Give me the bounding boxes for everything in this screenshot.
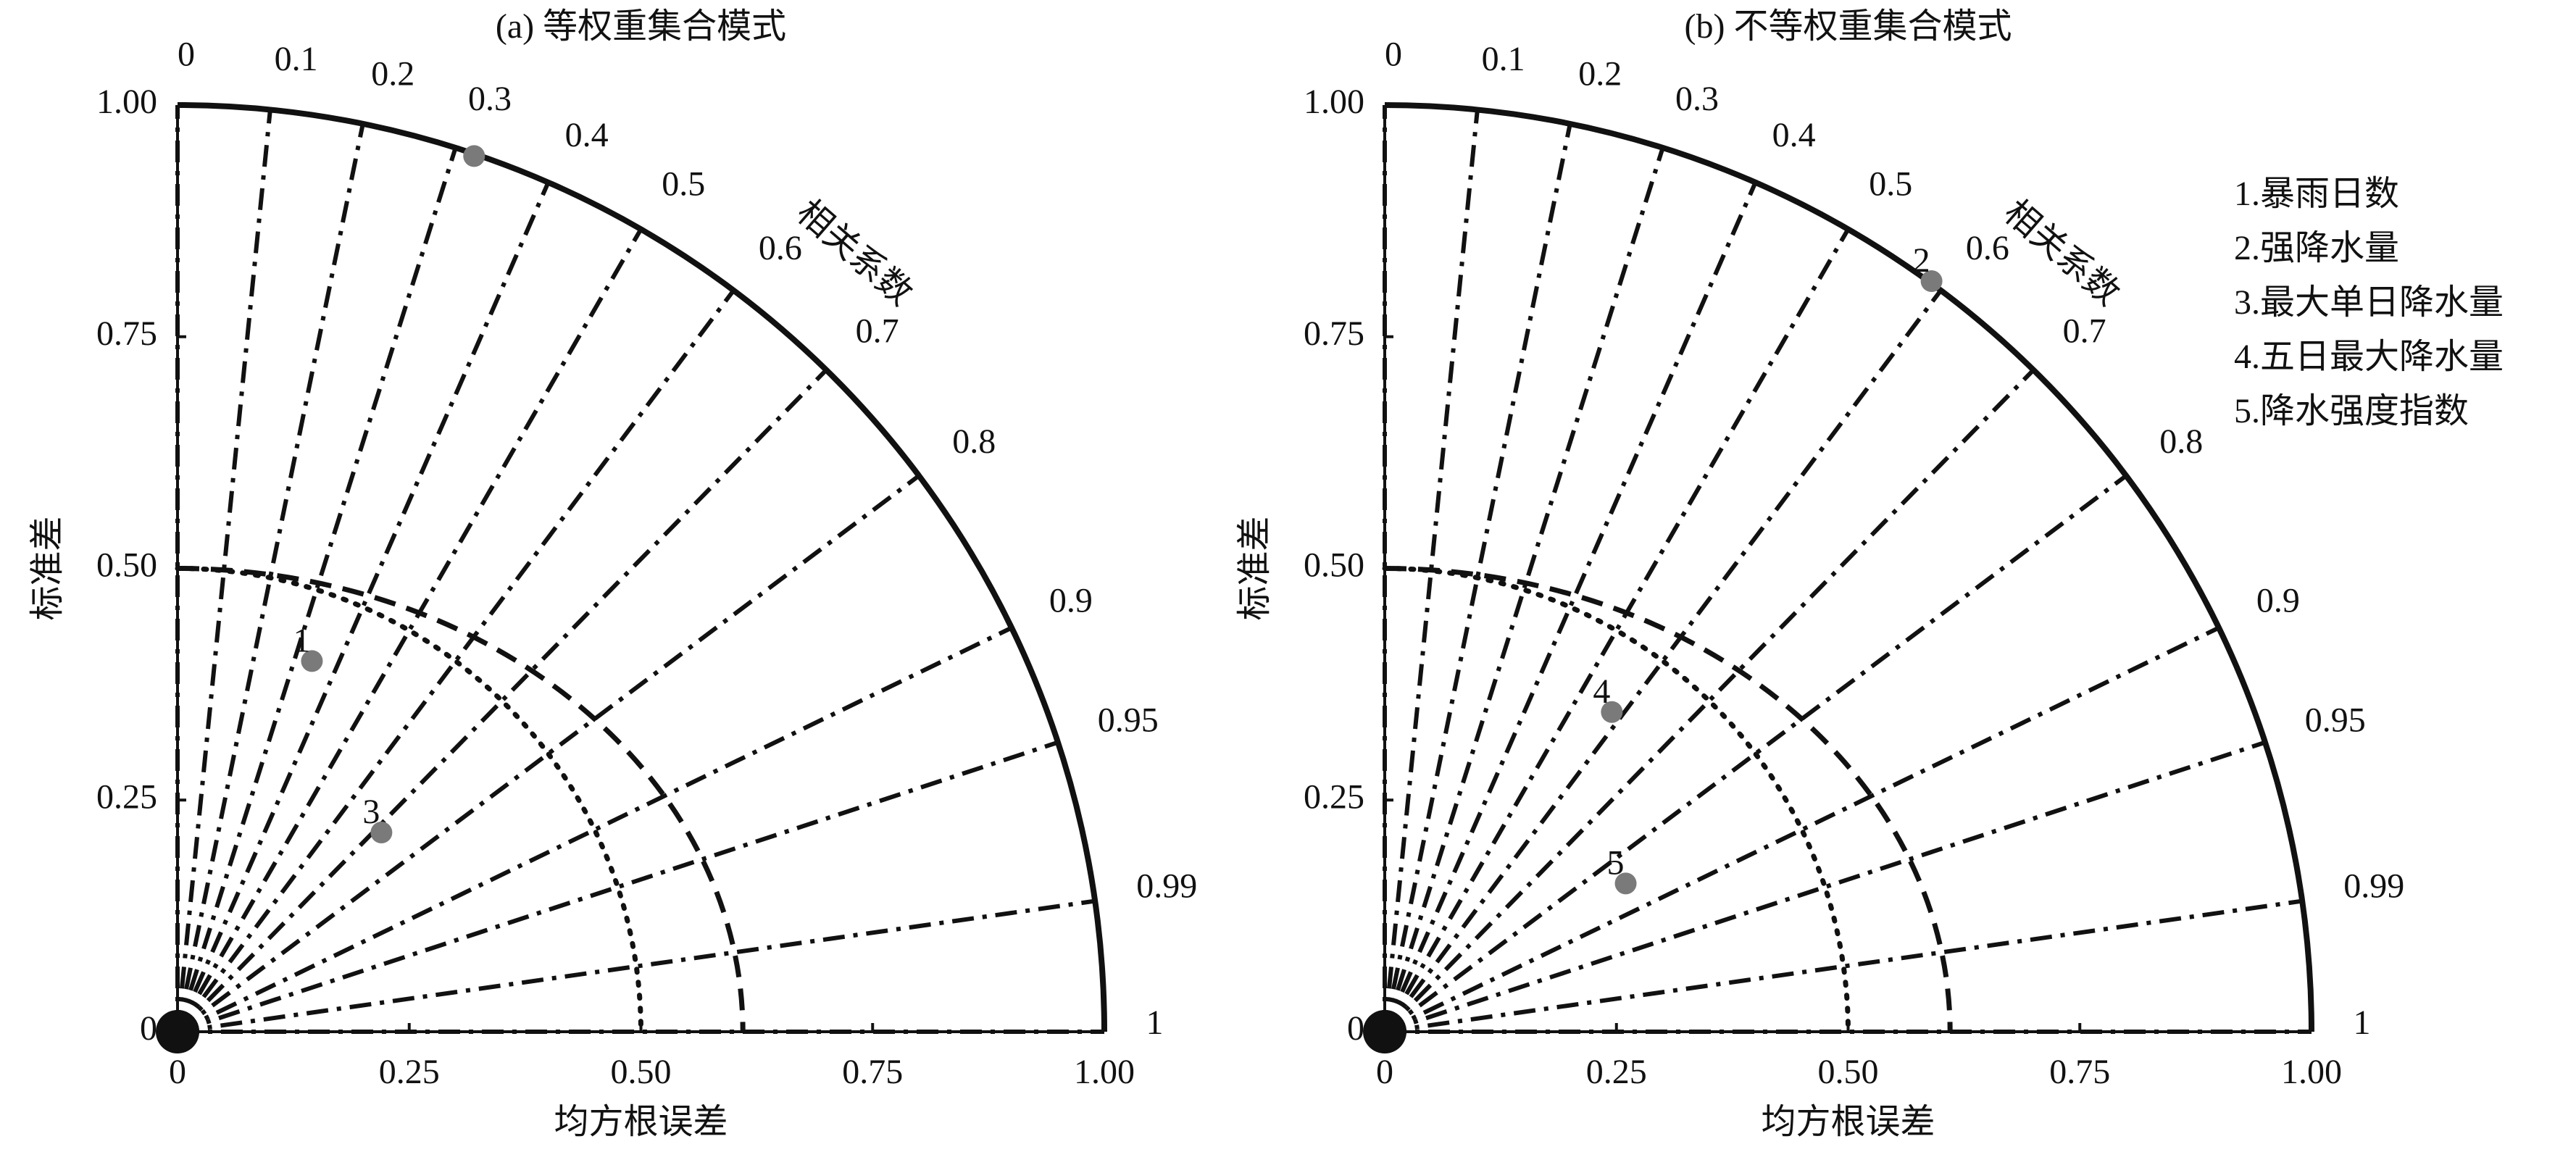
correlation-line xyxy=(1383,228,1851,1033)
y-tick-label: 0.25 xyxy=(96,777,157,816)
correlation-line xyxy=(175,123,365,1032)
legend-entry: 3.最大单日降水量 xyxy=(2234,283,2504,322)
correlation-label: 相关系数 xyxy=(1996,193,2127,313)
correlation-tick-label: 0.1 xyxy=(1482,40,1525,78)
correlation-tick-label: 0.6 xyxy=(759,229,802,267)
y-tick-label: 1.00 xyxy=(96,83,157,121)
legend-entry: 5.降水强度指数 xyxy=(2234,392,2469,430)
correlation-tick-label: 0.2 xyxy=(1578,54,1622,93)
data-point xyxy=(370,822,393,844)
correlation-line xyxy=(175,109,272,1032)
x-tick-label: 1.00 xyxy=(1074,1053,1135,1091)
correlation-tick-label: 0.1 xyxy=(275,40,318,78)
correlation-tick-label: 0.9 xyxy=(2256,581,2300,619)
point-label: 5 xyxy=(1607,843,1625,882)
correlation-line xyxy=(176,625,1013,1034)
correlation-line xyxy=(1383,625,2220,1034)
reference-arc xyxy=(175,566,643,1035)
data-point xyxy=(463,145,485,167)
correlation-line xyxy=(176,474,920,1034)
x-tick-label: 0 xyxy=(169,1053,186,1091)
x-tick-label: 0.75 xyxy=(842,1053,903,1091)
correlation-tick-label: 0.4 xyxy=(1772,116,1816,154)
correlation-line xyxy=(1383,147,1665,1032)
outer-arc xyxy=(177,102,1107,1032)
y-axis-label: 标准差 xyxy=(28,516,67,620)
y-axis-label: 标准差 xyxy=(1235,516,1274,620)
correlation-line xyxy=(1383,123,1572,1032)
correlation-tick-label: 0.3 xyxy=(468,80,512,118)
x-tick-label: 0.25 xyxy=(379,1053,440,1091)
correlation-line xyxy=(177,740,1059,1034)
correlation-line xyxy=(175,288,735,1033)
correlation-line xyxy=(1383,288,1943,1033)
x-tick-label: 0.50 xyxy=(611,1053,672,1091)
correlation-tick-label: 0.7 xyxy=(2063,312,2106,351)
correlation-tick-label: 0.3 xyxy=(1675,80,1719,118)
correlation-tick-label: 0.6 xyxy=(1966,229,2009,267)
legend-entry: 1.暴雨日数 xyxy=(2234,175,2399,213)
x-axis-label: 均方根误差 xyxy=(554,1103,728,1141)
correlation-tick-label: 0 xyxy=(178,35,195,73)
correlation-line xyxy=(175,368,828,1034)
x-axis-label: 均方根误差 xyxy=(1761,1103,1935,1141)
correlation-tick-label: 0.4 xyxy=(565,116,609,154)
y-tick-label: 0.50 xyxy=(96,546,157,585)
x-tick-label: 0.25 xyxy=(1586,1053,1647,1091)
correlation-tick-label: 0.9 xyxy=(1049,581,1093,619)
correlation-tick-label: 1 xyxy=(2354,1003,2371,1042)
y-tick-label: 0 xyxy=(140,1009,157,1048)
point-label: 2 xyxy=(1913,241,1930,280)
correlation-tick-label: 0.99 xyxy=(2343,867,2404,905)
correlation-line xyxy=(175,147,458,1032)
legend-entry: 4.五日最大降水量 xyxy=(2234,338,2504,376)
correlation-line xyxy=(1383,181,1758,1033)
data-point xyxy=(301,650,323,672)
correlation-tick-label: 0 xyxy=(1385,35,1402,73)
y-tick-label: 1.00 xyxy=(1304,83,1364,121)
outer-arc xyxy=(1384,102,2314,1032)
correlation-tick-label: 0.8 xyxy=(952,422,996,461)
y-tick-label: 0.25 xyxy=(1304,777,1364,816)
correlation-line xyxy=(1383,368,2035,1034)
reference-arc xyxy=(1384,566,1953,1032)
reference-arc xyxy=(177,566,746,1032)
correlation-tick-label: 0.5 xyxy=(1869,165,1912,204)
correlation-line xyxy=(1384,898,2303,1034)
chart-title: (b) 不等权重集合模式 xyxy=(1685,7,2012,46)
correlation-tick-label: 0.99 xyxy=(1136,867,1197,905)
y-tick-label: 0.75 xyxy=(1304,314,1364,353)
correlation-tick-label: 1 xyxy=(1146,1003,1164,1042)
point-label: 1 xyxy=(293,621,310,659)
x-tick-label: 0 xyxy=(1376,1053,1393,1091)
x-tick-label: 1.00 xyxy=(2281,1053,2342,1091)
point-label: 3 xyxy=(362,793,380,831)
x-tick-label: 0.50 xyxy=(1818,1053,1879,1091)
correlation-tick-label: 0.5 xyxy=(662,165,705,204)
y-tick-label: 0 xyxy=(1347,1009,1364,1048)
correlation-tick-label: 0.7 xyxy=(856,312,899,351)
chart-title: (a) 等权重集合模式 xyxy=(496,7,786,46)
correlation-line xyxy=(175,228,643,1033)
correlation-tick-label: 0.2 xyxy=(371,54,414,93)
correlation-line xyxy=(177,898,1096,1034)
x-tick-label: 0.75 xyxy=(2049,1053,2110,1091)
data-point xyxy=(1614,872,1637,895)
reference-arc xyxy=(1382,566,1851,1035)
data-point xyxy=(1601,701,1623,723)
data-point xyxy=(1920,270,1943,293)
correlation-line xyxy=(175,181,551,1033)
y-tick-label: 0.75 xyxy=(96,314,157,353)
legend-entry: 2.强降水量 xyxy=(2234,229,2399,267)
correlation-tick-label: 0.8 xyxy=(2159,422,2203,461)
correlation-tick-label: 0.95 xyxy=(1098,701,1159,740)
correlation-line xyxy=(1383,474,2127,1034)
correlation-tick-label: 0.95 xyxy=(2305,701,2366,740)
correlation-line xyxy=(1384,740,2266,1034)
correlation-line xyxy=(1383,109,1480,1032)
point-label: 4 xyxy=(1593,672,1610,711)
correlation-label: 相关系数 xyxy=(789,193,920,313)
y-tick-label: 0.50 xyxy=(1304,546,1364,585)
